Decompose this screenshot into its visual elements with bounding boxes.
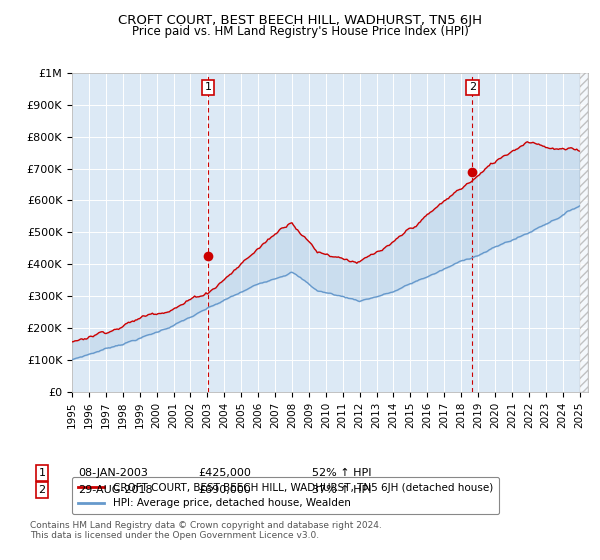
Text: 37% ↑ HPI: 37% ↑ HPI: [312, 485, 371, 495]
Text: 1: 1: [38, 468, 46, 478]
Text: £690,000: £690,000: [198, 485, 251, 495]
Text: 2: 2: [469, 82, 476, 92]
Text: Contains HM Land Registry data © Crown copyright and database right 2024.
This d: Contains HM Land Registry data © Crown c…: [30, 521, 382, 540]
Text: 1: 1: [205, 82, 211, 92]
Text: 29-AUG-2018: 29-AUG-2018: [78, 485, 152, 495]
Text: CROFT COURT, BEST BEECH HILL, WADHURST, TN5 6JH: CROFT COURT, BEST BEECH HILL, WADHURST, …: [118, 14, 482, 27]
Legend: CROFT COURT, BEST BEECH HILL, WADHURST, TN5 6JH (detached house), HPI: Average p: CROFT COURT, BEST BEECH HILL, WADHURST, …: [72, 477, 499, 515]
Text: 08-JAN-2003: 08-JAN-2003: [78, 468, 148, 478]
Text: Price paid vs. HM Land Registry's House Price Index (HPI): Price paid vs. HM Land Registry's House …: [131, 25, 469, 38]
Text: 2: 2: [38, 485, 46, 495]
Text: £425,000: £425,000: [198, 468, 251, 478]
Text: 52% ↑ HPI: 52% ↑ HPI: [312, 468, 371, 478]
